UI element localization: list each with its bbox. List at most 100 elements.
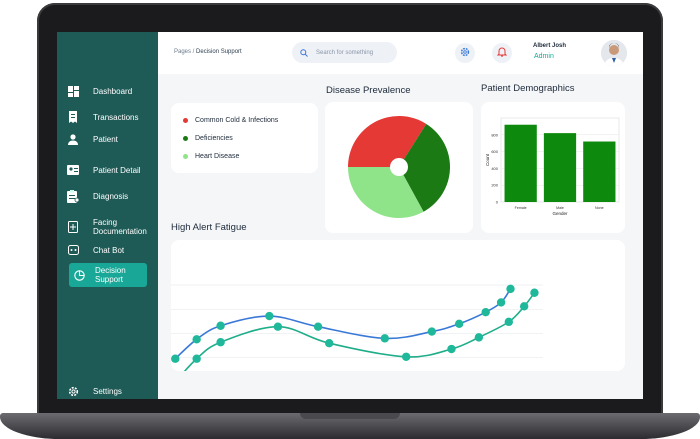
sidebar-item-settings[interactable]: Settings [67, 385, 147, 397]
laptop-notch [300, 413, 400, 419]
user-role: Admin [534, 53, 554, 60]
pie-slice-1 [399, 123, 450, 212]
high-alert-fatigue-card: 025507510020152016201720182019 [155, 240, 625, 395]
app-screen: Dashboard Transactions Patient Patient D… [57, 32, 643, 399]
bar-y-tick-label: 400 [491, 166, 498, 171]
bar-y-tick-label: 800 [491, 132, 498, 137]
user-name: Albert Josh [533, 43, 567, 49]
sidebar-item-dashboard[interactable]: Dashboard [67, 85, 147, 97]
pie-chart-icon [73, 269, 85, 281]
sidebar-item-facing-documentation[interactable]: Facing Documentation [67, 218, 147, 236]
settings-button[interactable] [455, 43, 475, 63]
sidebar-item-diagnosis[interactable]: Diagnosis [67, 189, 147, 203]
line-point [401, 352, 411, 361]
sidebar-item-patient[interactable]: Patient [67, 133, 147, 145]
sidebar-item-label: Transactions [93, 112, 139, 122]
line-point [530, 288, 539, 297]
line-point [519, 302, 529, 311]
dashboard-icon [67, 85, 79, 97]
chat-bot-icon [67, 244, 79, 256]
bar-y-tick-label: 200 [491, 183, 498, 188]
line-point [506, 284, 515, 294]
legend-item-common-cold: Common Cold & Infections [183, 117, 278, 124]
bar-x-axis-label: Gender [552, 211, 568, 216]
sidebar-item-label: Patient [93, 134, 118, 144]
pie-center-hole [390, 158, 408, 176]
bar-1 [543, 133, 577, 202]
gear-icon [67, 385, 79, 397]
line-point [325, 339, 334, 348]
pie-slice-2 [348, 167, 424, 218]
disease-prevalence-card [325, 102, 473, 233]
patient-demographics-card: 0 200 400 600 800 Female Male None Gender Count [481, 102, 625, 233]
line-point [265, 311, 274, 321]
line-point [454, 319, 464, 328]
line-point [273, 322, 283, 331]
bar-y-tick-label: 600 [491, 149, 498, 154]
line-point [216, 321, 225, 330]
bell-icon [496, 44, 508, 62]
receipt-icon [67, 111, 79, 123]
legend-item-deficiencies: Deficiencies [183, 135, 233, 142]
sidebar-item-label: Decision Support [95, 266, 126, 284]
bar-0 [504, 124, 537, 202]
line-point [427, 327, 437, 336]
pie-slice-0 [348, 116, 427, 167]
user-icon [67, 133, 79, 145]
search-input[interactable]: Search for something [292, 42, 397, 63]
sidebar-item-chat-bot[interactable]: Chat Bot [67, 244, 147, 256]
search-placeholder: Search for something [316, 49, 374, 56]
sidebar: Dashboard Transactions Patient Patient D… [57, 32, 158, 399]
patient-demographics-title: Patient Demographics [481, 83, 575, 94]
bar-x-tick-label: None [595, 206, 604, 210]
breadcrumb-current: Decision Support [196, 49, 242, 55]
breadcrumb: Pages / Decision Support [174, 49, 242, 55]
notifications-button[interactable] [492, 43, 512, 63]
line-point [171, 354, 180, 363]
legend-dot [183, 154, 188, 159]
line-point [216, 338, 225, 347]
bar-2 [583, 141, 616, 202]
gear-icon [460, 44, 470, 62]
legend-label: Common Cold & Infections [195, 117, 279, 124]
patient-demographics-chart: 0 200 400 600 800 Female Male None Gender Count [485, 117, 620, 216]
legend-label: Heart Disease [195, 153, 240, 160]
clipboard-icon [67, 189, 79, 203]
top-header: Pages / Decision Support Search for some… [158, 32, 643, 74]
legend-dot [183, 136, 188, 141]
high-alert-fatigue-title: High Alert Fatigue [171, 222, 247, 233]
sidebar-item-transactions[interactable]: Transactions [67, 111, 147, 123]
line-point [380, 334, 389, 343]
bar-x-tick-label: Male [556, 206, 564, 210]
line-series-1 [174, 292, 536, 383]
breadcrumb-root[interactable]: Pages / [174, 49, 195, 55]
line-point [192, 335, 201, 344]
document-plus-icon [67, 221, 79, 233]
line-point [447, 344, 456, 354]
legend-dot [183, 118, 188, 123]
bar-y-axis-label: Count [485, 153, 490, 166]
line-point [192, 354, 201, 363]
disease-legend-card: Common Cold & Infections Deficiencies He… [171, 103, 318, 173]
avatar[interactable] [601, 40, 627, 66]
bar-x-tick-label: Female [515, 206, 527, 210]
bar-y-tick-label: 0 [496, 200, 499, 205]
disease-prevalence-title: Disease Prevalence [326, 85, 411, 96]
id-card-icon [67, 164, 79, 176]
sidebar-item-patient-detail[interactable]: Patient Detail [67, 164, 147, 176]
line-point [496, 298, 506, 307]
line-point [474, 333, 484, 342]
sidebar-item-label: Settings [93, 386, 122, 396]
sidebar-item-label: Facing Documentation [93, 218, 147, 236]
sidebar-item-label: Patient Detail [93, 165, 141, 175]
high-alert-fatigue-chart: 025507510020152016201720182019 [155, 283, 543, 395]
sidebar-item-label: Diagnosis [93, 191, 129, 201]
sidebar-item-decision-support[interactable]: Decision Support [69, 263, 147, 287]
legend-label: Deficiencies [195, 135, 233, 142]
disease-prevalence-chart [348, 116, 450, 218]
sidebar-item-label: Chat Bot [93, 245, 125, 255]
line-point [481, 307, 490, 317]
search-icon [300, 44, 308, 62]
line-point [504, 317, 513, 327]
